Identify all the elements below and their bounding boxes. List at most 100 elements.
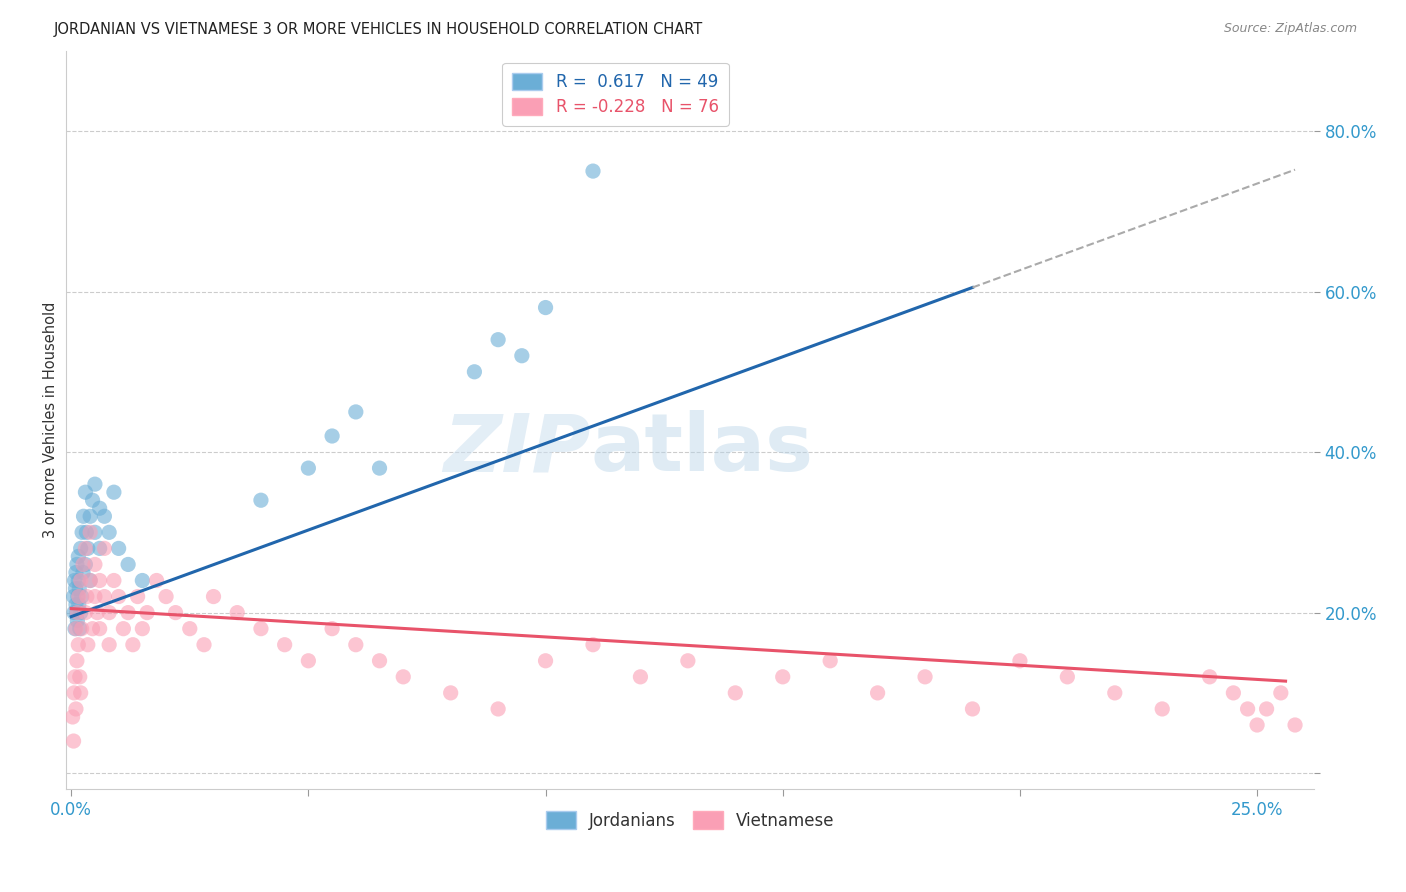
- Legend: Jordanians, Vietnamese: Jordanians, Vietnamese: [540, 805, 841, 837]
- Point: [69, 574, 91, 588]
- Point: [82, 622, 104, 636]
- Point: [1270, 686, 1292, 700]
- Point: [1104, 686, 1126, 700]
- Text: Source: ZipAtlas.com: Source: ZipAtlas.com: [1223, 22, 1357, 36]
- Point: [65, 566, 87, 580]
- Point: [62, 590, 84, 604]
- Text: JORDANIAN VS VIETNAMESE 3 OR MORE VEHICLES IN HOUSEHOLD CORRELATION CHART: JORDANIAN VS VIETNAMESE 3 OR MORE VEHICL…: [53, 22, 703, 37]
- Text: atlas: atlas: [591, 410, 814, 489]
- Point: [368, 461, 391, 475]
- Point: [103, 485, 125, 500]
- Point: [65, 622, 87, 636]
- Point: [117, 606, 139, 620]
- Point: [1222, 686, 1244, 700]
- Point: [67, 590, 90, 604]
- Point: [582, 164, 605, 178]
- Point: [93, 541, 115, 556]
- Point: [98, 638, 121, 652]
- Point: [84, 477, 107, 491]
- Point: [75, 606, 97, 620]
- Point: [75, 541, 97, 556]
- Point: [76, 590, 98, 604]
- Point: [72, 566, 94, 580]
- Point: [155, 590, 177, 604]
- Point: [534, 654, 557, 668]
- Point: [1284, 718, 1306, 732]
- Point: [86, 606, 108, 620]
- Point: [1056, 670, 1078, 684]
- Point: [131, 622, 153, 636]
- Point: [82, 493, 104, 508]
- Point: [1246, 718, 1268, 732]
- Point: [582, 638, 605, 652]
- Point: [1152, 702, 1174, 716]
- Point: [297, 461, 319, 475]
- Point: [107, 590, 129, 604]
- Point: [440, 686, 463, 700]
- Point: [534, 301, 557, 315]
- Point: [297, 654, 319, 668]
- Point: [69, 622, 91, 636]
- Point: [193, 638, 215, 652]
- Point: [510, 349, 533, 363]
- Point: [226, 606, 249, 620]
- Point: [63, 606, 86, 620]
- Point: [66, 606, 89, 620]
- Point: [93, 509, 115, 524]
- Point: [1008, 654, 1031, 668]
- Point: [70, 590, 93, 604]
- Point: [79, 525, 101, 540]
- Point: [392, 670, 415, 684]
- Point: [84, 525, 107, 540]
- Point: [98, 606, 121, 620]
- Point: [67, 574, 90, 588]
- Point: [1236, 702, 1258, 716]
- Point: [103, 574, 125, 588]
- Point: [914, 670, 936, 684]
- Point: [962, 702, 984, 716]
- Point: [69, 670, 91, 684]
- Point: [69, 606, 91, 620]
- Point: [724, 686, 747, 700]
- Point: [486, 702, 509, 716]
- Point: [72, 558, 94, 572]
- Point: [65, 702, 87, 716]
- Point: [818, 654, 841, 668]
- Point: [98, 525, 121, 540]
- Point: [75, 558, 97, 572]
- Point: [63, 574, 86, 588]
- Text: ZIP: ZIP: [443, 410, 591, 489]
- Point: [67, 638, 90, 652]
- Point: [62, 710, 84, 724]
- Point: [66, 590, 89, 604]
- Point: [75, 485, 97, 500]
- Point: [84, 590, 107, 604]
- Point: [368, 654, 391, 668]
- Point: [131, 574, 153, 588]
- Point: [63, 670, 86, 684]
- Point: [127, 590, 149, 604]
- Point: [89, 541, 111, 556]
- Point: [321, 429, 343, 443]
- Point: [344, 405, 367, 419]
- Point: [273, 638, 295, 652]
- Point: [89, 574, 111, 588]
- Point: [93, 590, 115, 604]
- Point: [107, 541, 129, 556]
- Point: [202, 590, 225, 604]
- Point: [67, 582, 90, 596]
- Point: [65, 582, 87, 596]
- Point: [1198, 670, 1220, 684]
- Point: [772, 670, 794, 684]
- Point: [321, 622, 343, 636]
- Point: [486, 333, 509, 347]
- Point: [136, 606, 159, 620]
- Point: [628, 670, 651, 684]
- Point: [165, 606, 187, 620]
- Point: [67, 598, 90, 612]
- Point: [250, 622, 273, 636]
- Point: [79, 574, 101, 588]
- Point: [66, 606, 89, 620]
- Point: [66, 558, 89, 572]
- Point: [179, 622, 201, 636]
